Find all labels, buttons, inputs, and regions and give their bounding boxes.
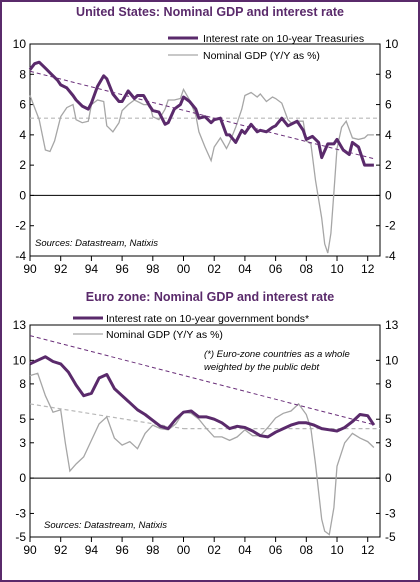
y-tick-label-left: 2 [19, 158, 26, 172]
y-tick-label-right: 8 [385, 377, 392, 391]
x-tick-label: 92 [54, 262, 68, 276]
y-tick-label-right: -3 [385, 506, 396, 520]
y-tick-label-left: 10 [13, 353, 27, 367]
legend-label-rate: Interest rate on 10-year Treasuries [203, 33, 364, 45]
series-rate-line [28, 60, 374, 167]
y-tick-label-left: 5 [19, 412, 26, 426]
y-tick-label-left: 8 [19, 377, 26, 391]
footnote-line: (*) Euro-zone countries as a whole [204, 349, 350, 360]
x-tick-label: 00 [177, 262, 191, 276]
y-tick-label-right: 8 [385, 67, 392, 81]
x-tick-label: 06 [269, 262, 283, 276]
x-tick-label: 90 [23, 543, 37, 557]
y-tick-label-left: 13 [13, 318, 27, 332]
x-tick-label: 94 [85, 262, 99, 276]
x-tick-label: 12 [361, 262, 375, 276]
chart-title: United States: Nominal GDP and interest … [76, 5, 344, 19]
y-tick-label-left: -5 [15, 530, 26, 544]
y-tick-label-right: 10 [385, 353, 399, 367]
x-tick-label: 98 [146, 543, 160, 557]
y-tick-label-right: 13 [385, 318, 399, 332]
series-gdp-line [29, 372, 375, 536]
plot-area [29, 324, 381, 538]
x-tick-label: 92 [54, 543, 68, 557]
y-tick-label-left: 8 [19, 67, 26, 81]
plot-area [29, 43, 381, 257]
y-tick-label-left: 6 [19, 98, 26, 112]
y-tick-label-right: 0 [385, 188, 392, 202]
y-tick-label-left: -4 [15, 249, 26, 263]
y-tick-label-left: -2 [15, 219, 26, 233]
y-tick-label-right: 5 [385, 412, 392, 426]
x-tick-label: 94 [85, 543, 99, 557]
x-tick-label: 00 [177, 543, 191, 557]
rate-trend-line [29, 335, 376, 426]
y-tick-label-left: 10 [13, 37, 27, 51]
x-tick-label: 04 [238, 543, 252, 557]
x-tick-label: 08 [300, 543, 314, 557]
chart-us: United States: Nominal GDP and interest … [13, 5, 399, 276]
x-tick-label: 04 [238, 262, 252, 276]
y-tick-label-left: 3 [19, 436, 26, 450]
legend-label-rate: Interest rate on 10-year government bond… [106, 313, 309, 325]
y-tick-label-left: 0 [19, 188, 26, 202]
y-tick-label-left: -3 [15, 506, 26, 520]
y-tick-label-right: -2 [385, 219, 396, 233]
x-tick-label: 98 [146, 262, 160, 276]
series-gdp-line [29, 87, 374, 254]
y-tick-label-left: 4 [19, 128, 26, 142]
legend-label-gdp: Nominal GDP (Y/Y as %) [106, 329, 223, 341]
y-tick-label-right: -4 [385, 249, 396, 263]
y-tick-label-right: 2 [385, 158, 392, 172]
y-tick-label-right: 0 [385, 471, 392, 485]
x-tick-label: 12 [361, 543, 375, 557]
x-tick-label: 02 [208, 262, 222, 276]
x-tick-label: 08 [300, 262, 314, 276]
y-tick-label-right: 3 [385, 436, 392, 450]
y-tick-label-right: -5 [385, 530, 396, 544]
y-tick-label-left: 0 [19, 471, 26, 485]
y-tick-label-right: 10 [385, 37, 399, 51]
chart-title: Euro zone: Nominal GDP and interest rate [86, 290, 334, 304]
legend: Interest rate on 10-year government bond… [73, 313, 309, 341]
x-tick-label: 10 [330, 262, 344, 276]
x-tick-label: 10 [330, 543, 344, 557]
series-rate-line [29, 355, 376, 439]
legend: Interest rate on 10-year Treasuries Nomin… [168, 33, 364, 62]
source-note: Sources: Datastream, Natixis [44, 520, 167, 531]
x-tick-label: 90 [23, 262, 37, 276]
x-tick-label: 02 [208, 543, 222, 557]
rate-trend-line [29, 70, 376, 160]
source-note: Sources: Datastream, Natixis [35, 238, 158, 249]
x-tick-label: 06 [269, 543, 283, 557]
legend-label-gdp: Nominal GDP (Y/Y as %) [203, 50, 320, 62]
x-tick-label: 96 [115, 543, 129, 557]
y-tick-label-right: 4 [385, 128, 392, 142]
y-tick-label-right: 6 [385, 98, 392, 112]
chart-euro: Euro zone: Nominal GDP and interest rate… [13, 290, 399, 557]
x-tick-label: 96 [115, 262, 129, 276]
footnote-line: weighted by the public debt [204, 362, 319, 373]
